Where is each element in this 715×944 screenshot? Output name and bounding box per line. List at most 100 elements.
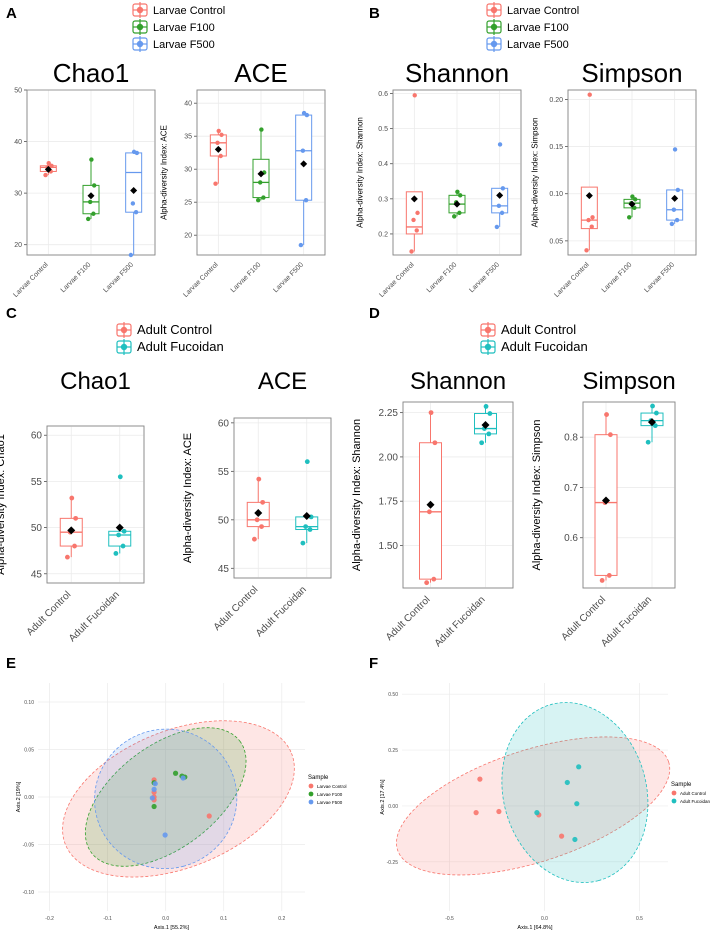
plot-border [392,89,522,256]
plot-border [567,89,697,256]
confidence-ellipse [94,728,238,870]
data-point [627,215,632,220]
box-adult-fucoidan [474,404,497,446]
pcoa-e: -0.2 -0.1 0.0 0.1 0.2 -0.10 -0.05 0.00 0.05 0.10 A… [16,683,347,931]
mean-marker [257,170,265,178]
tick-label-y: 20 [184,233,192,240]
box-larvae-f100 [252,127,270,203]
data-point [218,153,223,159]
tick-label-y: 0.6 [378,91,388,98]
y-axis-label: Axis.2 [17.4%] [380,779,386,815]
data-point [604,412,609,417]
data-point [409,249,414,254]
data-point [654,410,659,416]
plot-border [402,401,514,589]
data-point [496,203,502,209]
legend-label-adult-control: Adult Control [137,322,212,337]
box-body [405,191,423,235]
data-point [632,205,637,211]
confidence-ellipse [62,720,295,878]
data-point [599,578,605,583]
tick-label-x: -0.2 [45,916,54,922]
data-point [252,536,257,542]
facet-a-chao1: Chao120304050Alpha-diversity Index: Chao… [12,58,156,299]
mean-marker [302,511,311,520]
legend-dot-larvae-f100 [490,23,498,31]
box-larvae-f500 [295,110,313,248]
data-point [46,161,51,166]
category-label-adult-control: Adult Control [25,589,74,638]
legend-label-larvae-f100: Larvae F100 [317,792,343,797]
tick-label-y: 1.50 [379,541,399,552]
x-axis-label: Axis.1 [55.2%] [154,925,190,931]
category-label-larvae-f100: Larvae F100 [230,261,263,294]
legend-dot-adult-control [671,790,677,796]
legend-e: Sample Larvae Control Larvae F100 Larvae F5… [308,775,347,805]
data-point [479,440,485,446]
facet-c-chao1: Chao1 45 50 55 60 Alpha-diversity Index: Chao… [0,368,145,644]
category-label-adult-fucoidan: Adult Fucoidan [67,589,122,644]
series-larvae-f500 [94,728,238,870]
data-point [162,832,168,838]
mean-marker [410,195,418,203]
tick-label-y: 50 [14,87,22,94]
data-point [216,128,221,134]
tick-label-y: 0.5 [378,126,388,133]
tick-label-y: 0.3 [378,196,388,203]
category-label-larvae-control: Larvae Control [12,261,50,299]
mean-marker [300,160,308,168]
data-point [69,495,75,501]
data-point [412,93,417,98]
tick-label-y: 0.15 [549,144,563,151]
mean-marker [496,191,504,199]
category-label-larvae-control: Larvae Control [182,261,220,299]
data-point [303,524,309,530]
facet-title: ACE [234,58,287,88]
data-point [116,532,122,538]
data-point [652,423,658,429]
tick-label-y: 0.20 [549,97,563,104]
legend-f: Sample Adult Control Adult Fucoidan [671,782,711,804]
mean-marker [671,194,679,202]
legend-dot-larvae-f100 [136,23,144,31]
box-body [82,184,100,215]
tick-label-y: 40 [14,139,22,146]
category-label-adult-control: Adult Control [384,594,433,643]
plot-border [582,401,676,589]
data-point [499,210,505,216]
facet-title: ACE [258,368,307,395]
series-larvae-control [62,720,295,878]
confidence-ellipse [501,702,649,883]
data-point [180,775,186,781]
legend-dot-adult-control [484,326,492,334]
legend-label-larvae-control: Larvae Control [317,784,347,789]
legend-label-adult-fucoidan: Adult Fucoidan [137,339,224,354]
tick-label-y: 50 [31,523,43,534]
tick-label-y: 2.25 [379,408,399,419]
legend-a: Larvae Control Larvae F100 Larvae F500 [132,2,225,52]
data-point [473,810,479,816]
box-adult-fucoidan [108,474,132,556]
box-adult-control [419,410,442,586]
facet-c-ace: ACE 45 50 55 60 Alpha-diversity Index: ACE Adu… [182,368,332,639]
data-point [671,207,677,212]
data-point [43,172,48,178]
legend-dot-larvae-control [308,783,314,789]
facet-d-shannon: Shannon 1.50 1.75 2.00 2.25 Alpha-diversity I… [351,368,514,649]
plot-border [26,89,156,256]
legend-c: Adult Control Adult Fucoidan [116,322,224,355]
legend-b: Larvae Control Larvae F100 Larvae F500 [486,2,579,52]
mean-marker [214,145,222,153]
data-point [414,228,419,233]
mean-marker [481,421,490,430]
data-point [298,242,304,248]
data-point [606,573,612,578]
legend-dot-larvae-f100 [308,791,314,797]
plot-area [233,417,332,579]
data-point [49,163,54,168]
tick-label-y: 45 [31,569,43,580]
tick-label-x: 0.0 [541,916,548,922]
data-point [487,411,493,416]
data-point [415,210,420,216]
box-adult-fucoidan [640,403,664,445]
